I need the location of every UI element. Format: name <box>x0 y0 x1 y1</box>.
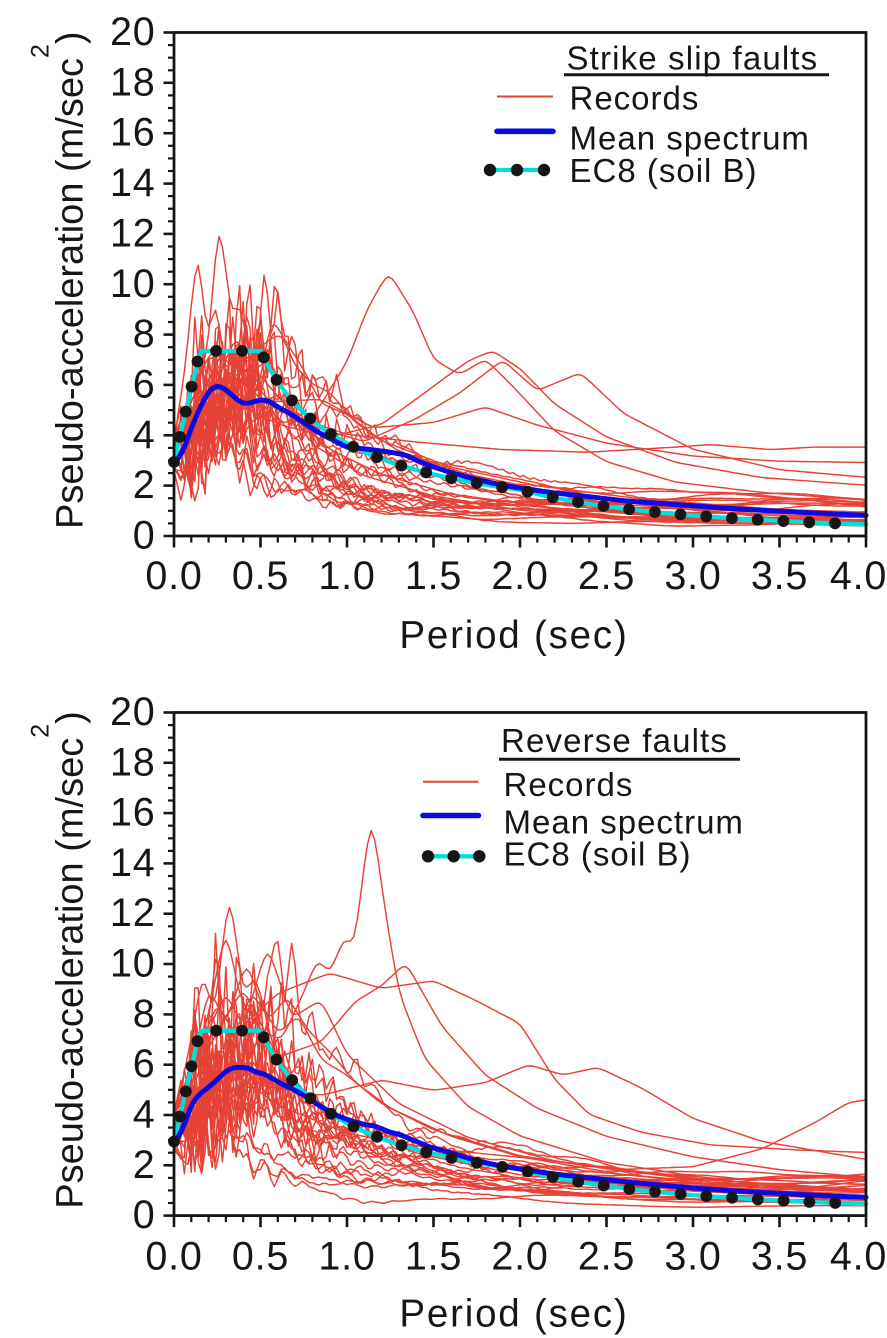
svg-text:1.0: 1.0 <box>318 554 375 598</box>
svg-text:6: 6 <box>133 362 156 406</box>
svg-text:3.5: 3.5 <box>751 1235 808 1279</box>
svg-text:1.5: 1.5 <box>405 554 462 598</box>
svg-text:16: 16 <box>110 111 156 155</box>
svg-text:EC8 (soil B): EC8 (soil B) <box>570 152 758 189</box>
svg-text:2: 2 <box>133 1143 156 1187</box>
svg-text:2.5: 2.5 <box>578 554 635 598</box>
svg-text:8: 8 <box>133 992 156 1036</box>
svg-text:Records: Records <box>570 80 700 117</box>
svg-text:EC8 (soil B): EC8 (soil B) <box>504 835 692 872</box>
svg-text:Strike slip faults: Strike slip faults <box>567 40 819 77</box>
svg-text:Records: Records <box>504 766 634 803</box>
svg-text:0.0: 0.0 <box>145 554 202 598</box>
svg-text:Period (sec): Period (sec) <box>399 614 628 657</box>
svg-text:14: 14 <box>110 841 156 885</box>
svg-text:14: 14 <box>110 161 156 205</box>
svg-text:20: 20 <box>110 690 156 734</box>
svg-text:4.0: 4.0 <box>830 554 887 598</box>
svg-text:2.0: 2.0 <box>491 1235 548 1279</box>
svg-text:2.0: 2.0 <box>491 554 548 598</box>
svg-text:0.5: 0.5 <box>232 554 289 598</box>
svg-text:12: 12 <box>110 891 156 935</box>
svg-text:2.5: 2.5 <box>578 1235 635 1279</box>
svg-text:3.0: 3.0 <box>664 1235 721 1279</box>
svg-text:1.5: 1.5 <box>405 1235 462 1279</box>
svg-text:0: 0 <box>133 514 156 558</box>
svg-text:10: 10 <box>110 262 156 306</box>
svg-text:0: 0 <box>133 1193 156 1237</box>
svg-text:1.0: 1.0 <box>318 1235 375 1279</box>
svg-text:8: 8 <box>133 312 156 356</box>
svg-text:Mean spectrum: Mean spectrum <box>570 119 810 156</box>
svg-text:2: 2 <box>133 463 156 507</box>
svg-text:0.0: 0.0 <box>145 1235 202 1279</box>
svg-text:4: 4 <box>133 413 156 457</box>
svg-text:18: 18 <box>110 60 156 104</box>
svg-text:Mean spectrum: Mean spectrum <box>504 803 744 840</box>
svg-text:12: 12 <box>110 211 156 255</box>
svg-text:4.0: 4.0 <box>830 1235 887 1279</box>
svg-text:3.5: 3.5 <box>751 554 808 598</box>
svg-text:10: 10 <box>110 942 156 986</box>
svg-text:18: 18 <box>110 740 156 784</box>
svg-text:0.5: 0.5 <box>232 1235 289 1279</box>
svg-text:16: 16 <box>110 791 156 835</box>
svg-text:6: 6 <box>133 1042 156 1086</box>
svg-text:Reverse faults: Reverse faults <box>501 722 728 759</box>
svg-text:3.0: 3.0 <box>664 554 721 598</box>
svg-text:Period (sec): Period (sec) <box>399 1293 628 1336</box>
svg-text:20: 20 <box>110 10 156 54</box>
svg-text:4: 4 <box>133 1093 156 1137</box>
